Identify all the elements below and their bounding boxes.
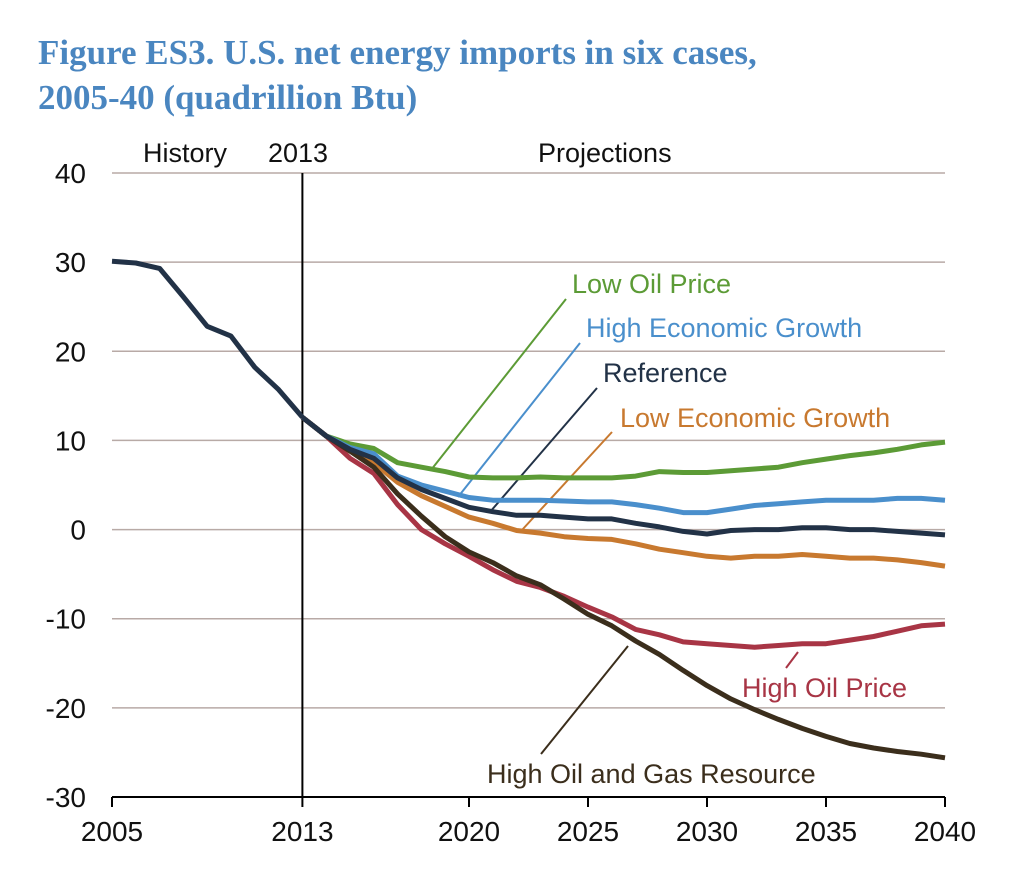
x-tick-label: 2030 <box>676 816 738 847</box>
series-label-high-oil-and-gas-resource: High Oil and Gas Resource <box>487 759 816 789</box>
series-line-low-oil-price <box>300 415 946 481</box>
x-tick-label: 2005 <box>81 816 143 847</box>
chart-title: Figure ES3. U.S. net energy imports in s… <box>38 30 757 120</box>
history-label: History <box>143 138 228 168</box>
gridlines <box>112 172 945 798</box>
series-lines <box>111 258 946 761</box>
series-line-high-oil-and-gas-resource <box>300 415 946 761</box>
x-tick-label: 2020 <box>438 816 500 847</box>
leader-line-low-oil-price <box>430 298 567 471</box>
x-tick-label: 2025 <box>557 816 619 847</box>
leader-line-high-oil-price <box>785 651 799 669</box>
series-line-low-economic-growth <box>300 415 946 569</box>
y-tick-label: 40 <box>55 158 86 189</box>
y-tick-label: 30 <box>55 247 86 278</box>
y-tick-label: 10 <box>55 425 86 456</box>
y-tick-label: 0 <box>70 515 86 546</box>
series-label-low-oil-price: Low Oil Price <box>572 269 731 299</box>
y-tick-label: 20 <box>55 336 86 367</box>
series-label-high-economic-growth: High Economic Growth <box>586 313 862 343</box>
series-line-reference <box>300 415 946 538</box>
leader-line-reference <box>489 387 598 513</box>
series-label-high-oil-price: High Oil Price <box>742 673 907 703</box>
leader-line-high-economic-growth <box>457 342 581 498</box>
series-line-high-oil-price <box>300 415 946 650</box>
series-label-low-economic-growth: Low Economic Growth <box>620 403 890 433</box>
projections-label: Projections <box>538 138 672 168</box>
series-labels: Low Oil Price High Economic Growth Low Eco… <box>487 269 907 789</box>
series-line-history <box>111 258 305 419</box>
series-label-reference: Reference <box>603 358 728 388</box>
divider-year-label: 2013 <box>268 138 328 168</box>
y-tick-label: -30 <box>46 782 86 813</box>
y-axis-ticks: 40 30 20 10 0 -10 -20 -30 <box>46 158 86 813</box>
x-tick-label: 2035 <box>795 816 857 847</box>
chart-title-line2: 2005-40 (quadrillion Btu) <box>38 78 418 117</box>
chart-title-line1: Figure ES3. U.S. net energy imports in s… <box>38 33 757 72</box>
x-axis-ticks: 2005 2013 2020 2025 2030 2035 2040 <box>81 797 976 847</box>
series-line-high-economic-growth <box>300 415 946 516</box>
leader-line-high-oil-and-gas-resource <box>540 645 629 755</box>
x-tick-label: 2040 <box>914 816 976 847</box>
y-tick-label: -20 <box>46 693 86 724</box>
y-tick-label: -10 <box>46 604 86 635</box>
x-tick-label: 2013 <box>271 816 333 847</box>
